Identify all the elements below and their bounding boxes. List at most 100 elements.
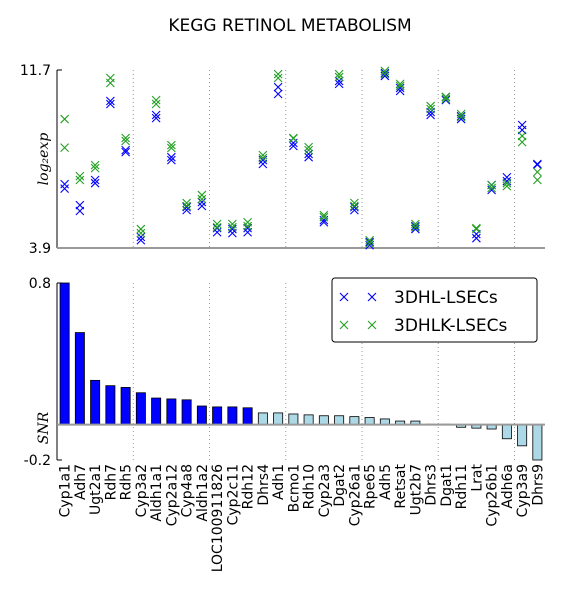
marker [426, 104, 436, 114]
x-tick-label: Adh1 [271, 464, 287, 500]
y-tick-label: 3.9 [29, 241, 51, 257]
legend-box [331, 277, 538, 343]
x-tick-label: Cyp3a2 [134, 464, 150, 517]
bar [318, 415, 329, 426]
x-tick-label: Dhrs3 [424, 464, 440, 506]
marker [273, 73, 283, 83]
bar [212, 406, 223, 425]
y-axis-label: SNR [36, 411, 52, 444]
x-tick-label: Cyp1a1 [58, 464, 74, 517]
marker [258, 150, 268, 160]
marker [319, 212, 329, 222]
marker [90, 175, 100, 185]
bar [303, 414, 314, 425]
marker [121, 145, 131, 155]
marker [349, 202, 359, 212]
x-tick-label: Cyp2a12 [164, 464, 180, 526]
marker [456, 111, 466, 121]
bar [181, 399, 192, 426]
bar [196, 405, 207, 426]
marker [212, 223, 222, 233]
marker [304, 142, 314, 152]
marker [136, 235, 146, 245]
marker [456, 109, 466, 119]
marker [197, 194, 207, 204]
bar [288, 413, 299, 426]
marker [334, 79, 344, 89]
bar [151, 397, 162, 425]
chart-title: KEGG RETINOL METABOLISM [168, 16, 411, 36]
marker [227, 219, 237, 229]
marker [410, 219, 420, 229]
marker [365, 235, 375, 245]
marker [197, 201, 207, 211]
marker [90, 163, 100, 173]
bar [166, 398, 177, 425]
bar [242, 407, 253, 426]
x-tick-label: Rpe65 [363, 464, 379, 509]
marker [349, 198, 359, 208]
bar [501, 424, 512, 440]
legend-label: 3DHL-LSECs [394, 288, 498, 308]
x-tick-label: Dgat2 [332, 464, 348, 507]
marker [227, 222, 237, 232]
marker [182, 202, 192, 212]
marker [502, 181, 512, 191]
marker [365, 238, 375, 248]
bar [59, 282, 70, 426]
x-tick-label: Lrat [469, 463, 485, 491]
marker [182, 198, 192, 208]
x-tick-label: Cyp2a3 [317, 464, 333, 517]
marker [75, 206, 85, 216]
marker [319, 210, 329, 220]
marker [243, 221, 253, 231]
x-tick-label: Dhrs4 [256, 464, 272, 506]
marker [471, 233, 481, 243]
x-tick-label: Rdh10 [302, 464, 318, 509]
marker [532, 167, 542, 177]
marker [60, 143, 70, 152]
marker [502, 178, 512, 188]
marker [166, 152, 176, 162]
marker [151, 99, 161, 109]
marker [365, 237, 375, 247]
marker [410, 221, 420, 231]
marker [151, 95, 161, 105]
marker [304, 145, 314, 155]
marker [395, 81, 405, 91]
marker [60, 114, 70, 124]
marker [121, 147, 131, 157]
bar [135, 392, 146, 425]
legend-marker [367, 320, 377, 330]
marker [288, 141, 298, 151]
marker [487, 183, 497, 193]
x-tick-label: Rdh7 [103, 464, 119, 500]
marker [75, 175, 85, 185]
x-tick-label: Bcmo1 [286, 464, 302, 512]
marker [334, 76, 344, 86]
marker [304, 152, 314, 162]
marker [380, 68, 390, 78]
legend: 3DHL-LSECs 3DHLK-LSECs [331, 277, 538, 343]
marker [517, 131, 527, 141]
bar [349, 416, 360, 426]
x-tick-label: Adh6a [500, 464, 516, 509]
x-tick-label: Ugt2b7 [408, 464, 424, 515]
marker [487, 180, 497, 190]
marker [395, 79, 405, 89]
y-tick-label: 0.8 [29, 276, 51, 292]
marker [197, 197, 207, 207]
marker [90, 178, 100, 188]
legend-marker [367, 292, 377, 302]
marker [136, 232, 146, 242]
marker [60, 179, 70, 189]
marker [380, 69, 390, 79]
marker [441, 94, 451, 104]
marker [136, 228, 146, 238]
marker [182, 201, 192, 211]
bar [273, 412, 284, 425]
x-tick-label: Aldh1a1 [149, 464, 165, 522]
marker [243, 227, 253, 237]
marker [441, 95, 451, 105]
bar [120, 387, 131, 425]
